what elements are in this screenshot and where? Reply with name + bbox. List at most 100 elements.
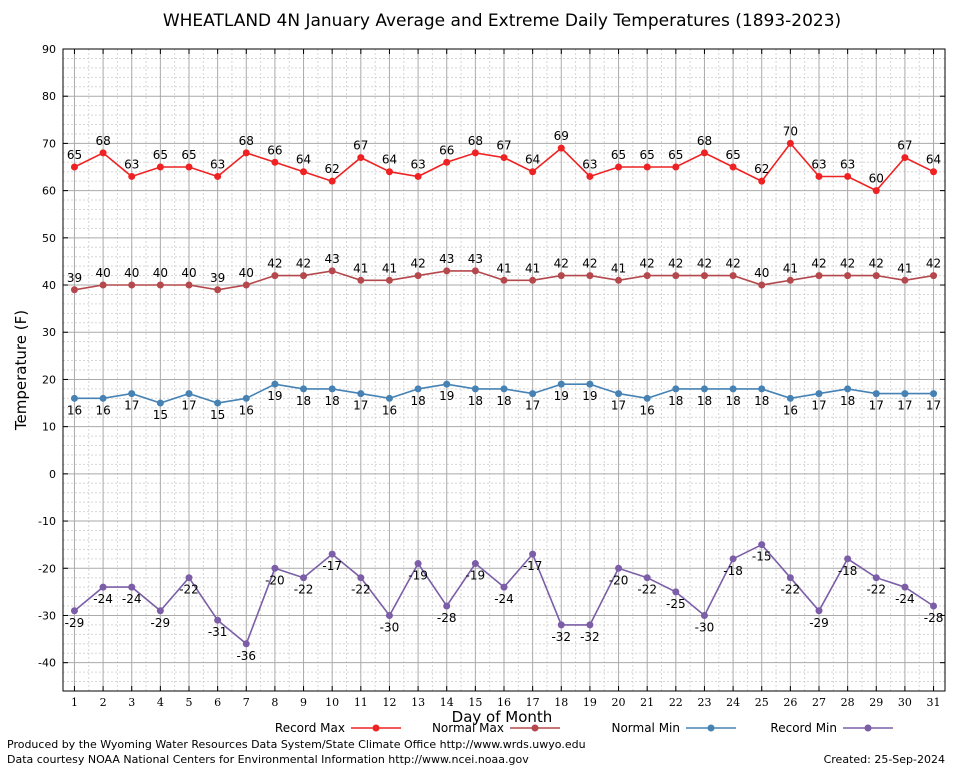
data-label-record-max: 62: [754, 162, 769, 176]
data-point-record-max: [930, 168, 938, 176]
data-label-record-max: 66: [439, 143, 454, 157]
data-label-record-min: -22: [637, 583, 657, 597]
data-point-normal-min: [242, 394, 250, 402]
data-label-normal-max: 42: [811, 257, 826, 271]
data-label-record-min: -24: [122, 592, 142, 606]
data-label-normal-min: 17: [869, 399, 884, 413]
data-point-record-max: [786, 139, 794, 147]
data-point-normal-min: [128, 390, 136, 398]
data-label-record-max: 65: [181, 148, 196, 162]
data-point-normal-min: [615, 390, 623, 398]
x-tick-label: 11: [354, 696, 368, 709]
data-point-normal-min: [729, 385, 737, 393]
x-tick-label: 19: [583, 696, 597, 709]
data-point-normal-max: [500, 276, 508, 284]
data-point-normal-min: [357, 390, 365, 398]
data-label-normal-max: 40: [181, 266, 196, 280]
data-label-normal-min: 17: [811, 399, 826, 413]
y-axis-label: Temperature (F): [12, 310, 30, 431]
data-label-normal-min: 17: [611, 399, 626, 413]
x-tick-label: 7: [243, 696, 250, 709]
x-tick-label: 12: [382, 696, 396, 709]
x-tick-label: 5: [186, 696, 193, 709]
credit-line-1: Produced by the Wyoming Water Resources …: [7, 738, 586, 751]
data-label-record-min: -29: [151, 616, 171, 630]
data-point-record-max: [700, 149, 708, 157]
data-label-record-min: -17: [322, 559, 342, 573]
data-label-record-max: 65: [640, 148, 655, 162]
data-label-record-min: -22: [294, 583, 314, 597]
data-label-normal-max: 40: [124, 266, 139, 280]
data-point-normal-max: [930, 272, 938, 280]
data-point-record-max: [844, 172, 852, 180]
data-label-record-max: 65: [611, 148, 626, 162]
data-label-normal-max: 41: [897, 261, 912, 275]
data-point-normal-max: [586, 272, 594, 280]
data-label-normal-max: 41: [525, 261, 540, 275]
data-label-record-max: 63: [124, 157, 139, 171]
grid-major: [63, 48, 945, 691]
data-label-normal-min: 19: [554, 389, 569, 403]
data-label-record-max: 60: [869, 172, 884, 186]
data-label-record-max: 68: [468, 134, 483, 148]
x-axis-ticks: 1 2 3 4 5 6 7 8 9 10 11 12 13 14 15 16 17 18 19 20 21 22 23 24 2…: [71, 49, 941, 709]
data-label-normal-max: 41: [611, 261, 626, 275]
data-label-normal-max: 40: [153, 266, 168, 280]
series-record-max: 65 68 63 65 65 63 68 66 64 62 67 64 63 66 68 67 64 69 63 65…: [67, 124, 941, 195]
data-label-record-min: -17: [523, 559, 543, 573]
x-tick-label: 14: [440, 696, 454, 709]
data-point-record-max: [672, 163, 680, 171]
data-label-record-min: -22: [179, 583, 199, 597]
data-point-normal-max: [557, 272, 565, 280]
data-label-record-min: -32: [580, 630, 600, 644]
data-label-record-min: -20: [609, 573, 629, 587]
legend-label: Record Min: [770, 721, 837, 735]
y-tick-label: 50: [42, 232, 56, 245]
data-label-record-max: 68: [95, 134, 110, 148]
data-label-record-max: 64: [926, 153, 941, 167]
data-label-normal-max: 43: [439, 252, 454, 266]
legend-label: Normal Min: [611, 721, 680, 735]
data-point-record-min: [729, 555, 737, 563]
data-point-record-min: [128, 583, 136, 591]
y-axis-ticks: -40 -30 -20 -10 0 10 20 30 40 50 60 70 80 90: [38, 43, 945, 670]
data-label-record-min: -19: [408, 569, 428, 583]
data-point-record-min: [214, 616, 222, 624]
data-label-normal-min: 17: [124, 399, 139, 413]
data-label-normal-max: 40: [95, 266, 110, 280]
series-record-min: -29-24 -24-29-22-31-36-20-22-17-22-30-19-…: [65, 541, 943, 663]
y-tick-label: 0: [49, 468, 56, 481]
data-label-record-max: 62: [325, 162, 340, 176]
x-tick-label: 4: [157, 696, 164, 709]
chart-title: WHEATLAND 4N January Average and Extreme…: [163, 11, 841, 31]
data-label-normal-min: 17: [897, 399, 912, 413]
data-label-record-min: -19: [466, 569, 486, 583]
data-point-normal-max: [901, 276, 909, 284]
data-label-normal-max: 43: [325, 252, 340, 266]
data-label-record-max: 63: [840, 157, 855, 171]
data-label-normal-min: 16: [640, 403, 655, 417]
y-tick-label: 40: [42, 279, 56, 292]
data-point-record-min: [700, 611, 708, 619]
data-label-record-min: -24: [895, 592, 915, 606]
x-tick-label: 15: [468, 696, 482, 709]
data-label-normal-max: 41: [783, 261, 798, 275]
data-point-normal-min: [70, 394, 78, 402]
data-label-record-min: -22: [781, 583, 801, 597]
data-label-normal-min: 18: [410, 394, 425, 408]
x-tick-label: 23: [697, 696, 711, 709]
y-tick-label: -40: [38, 657, 56, 670]
data-label-normal-max: 40: [754, 266, 769, 280]
data-label-normal-max: 42: [296, 257, 311, 271]
data-point-record-min: [844, 555, 852, 563]
data-label-normal-max: 41: [496, 261, 511, 275]
data-point-normal-min: [901, 390, 909, 398]
data-point-normal-min: [557, 380, 565, 388]
x-tick-label: 20: [612, 696, 626, 709]
data-label-record-max: 68: [239, 134, 254, 148]
data-label-normal-min: 15: [210, 408, 225, 422]
data-label-record-max: 68: [697, 134, 712, 148]
data-point-normal-min: [786, 394, 794, 402]
data-label-record-max: 63: [811, 157, 826, 171]
data-point-record-max: [99, 149, 107, 157]
